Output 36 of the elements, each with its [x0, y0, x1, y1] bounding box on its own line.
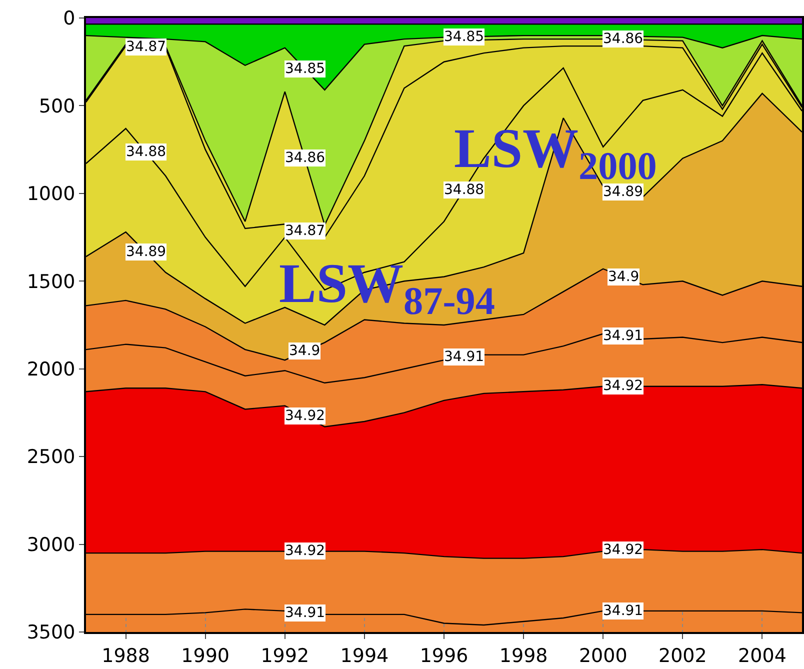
- x-tick-label: 1992: [260, 644, 310, 667]
- text: 34.88: [126, 144, 166, 160]
- x-tick-label: 2004: [738, 644, 786, 667]
- y-tick-label: 1500: [26, 270, 76, 293]
- series-label: 34.9: [608, 269, 640, 285]
- text: 34.92: [603, 542, 644, 558]
- y-tick-label: 1000: [26, 183, 76, 206]
- series-label: 34.91: [603, 328, 644, 344]
- text: 34.87: [285, 223, 326, 239]
- x-tick-label: 1990: [181, 644, 230, 667]
- text: 34.85: [444, 29, 484, 45]
- y-tick-label: 0: [63, 8, 76, 30]
- y-tick-label: 2500: [26, 446, 76, 468]
- series-label: 34.91: [603, 603, 644, 619]
- x-tick-label: 1994: [340, 644, 389, 667]
- text: 34.91: [444, 349, 484, 365]
- x-tick-label: 1996: [420, 644, 468, 667]
- x-tick-label: 2000: [578, 644, 628, 667]
- x-tick-label: 1988: [102, 644, 150, 667]
- y-tick-label: 3000: [26, 534, 76, 556]
- series-label: 34.85: [285, 61, 326, 77]
- series-label: 34.92: [285, 408, 326, 424]
- text: 34.9: [289, 343, 320, 359]
- y-tick-label: 500: [38, 95, 76, 118]
- y-tick-label: 2000: [26, 358, 76, 381]
- series-label: 34.89: [603, 184, 644, 200]
- text: 34.91: [285, 605, 326, 621]
- series-label: 34.86: [603, 31, 644, 47]
- series-label: 34.92: [285, 543, 326, 559]
- series-label: 34.87: [126, 39, 166, 55]
- y-tick-label: 3500: [26, 622, 76, 644]
- text: 34.86: [285, 150, 326, 166]
- x-tick-label: 1998: [499, 644, 548, 667]
- x-tick-label: 2002: [658, 644, 707, 667]
- text: 34.92: [603, 378, 644, 394]
- text: 34.89: [126, 244, 166, 260]
